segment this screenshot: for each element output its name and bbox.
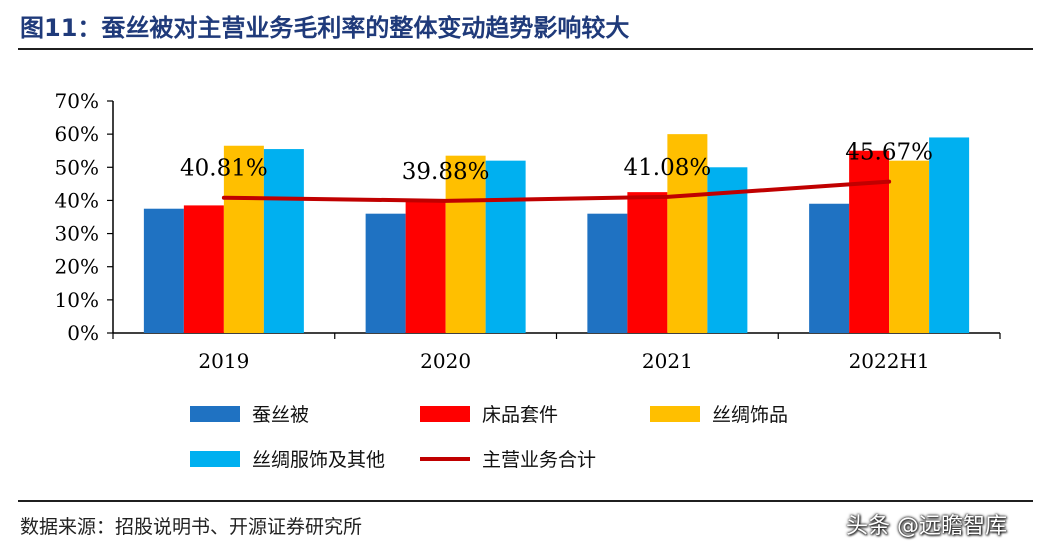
data-labels: 40.81% 39.88% 41.08% 45.67%	[180, 140, 933, 185]
total-line	[221, 179, 892, 203]
bar	[809, 203, 850, 333]
bar	[485, 160, 526, 333]
legend-label: 床品套件	[482, 404, 559, 426]
source-note: 数据来源：招股说明书、开源证券研究所	[20, 516, 363, 538]
chart-area: 0% 10% 20% 30% 40% 50% 60% 70% 2019 2020 2021 2022H…	[55, 89, 1001, 373]
x-tick-label: 2022H1	[849, 349, 930, 373]
y-tick-label: 60%	[55, 122, 99, 146]
footer-divider	[18, 500, 1033, 502]
legend-swatch	[190, 450, 240, 467]
legend-swatch	[420, 405, 470, 422]
bar	[263, 149, 304, 333]
legend-label: 主营业务合计	[482, 449, 597, 471]
bar	[223, 145, 264, 333]
line-series-total	[221, 179, 892, 203]
bar	[929, 137, 970, 333]
legend-item: 主营业务合计	[420, 445, 596, 472]
y-tick-label: 10%	[55, 288, 99, 312]
y-tick-label: 20%	[55, 255, 99, 279]
bar	[627, 192, 668, 333]
bar	[183, 205, 224, 333]
legend-swatch	[190, 405, 240, 422]
y-tick-label: 30%	[55, 222, 99, 246]
legend-swatch	[650, 405, 700, 422]
x-tick-label: 2019	[198, 349, 249, 373]
bar	[405, 200, 446, 333]
title-divider	[18, 48, 1033, 50]
bar	[445, 155, 486, 333]
bar	[667, 134, 708, 333]
bar	[889, 160, 930, 333]
legend-item: 丝绸服饰及其他	[190, 445, 385, 472]
y-tick-label: 50%	[55, 155, 99, 179]
y-tick-label: 70%	[55, 89, 99, 113]
legend-swatch	[420, 456, 470, 461]
x-tick-label: 2021	[642, 349, 693, 373]
legend-item: 丝绸饰品	[650, 400, 788, 427]
legend-item: 床品套件	[420, 400, 558, 427]
y-tick-label: 40%	[55, 188, 99, 212]
bar	[587, 213, 628, 333]
bar	[365, 213, 406, 333]
chart-title: 图11：蚕丝被对主营业务毛利率的整体变动趋势影响较大	[20, 14, 630, 42]
data-label: 45.67%	[845, 140, 933, 166]
legend-item: 蚕丝被	[190, 400, 309, 427]
y-tick-label: 0%	[67, 321, 99, 345]
legend-label: 丝绸服饰及其他	[252, 449, 386, 471]
legend-label: 丝绸饰品	[712, 404, 789, 426]
bar	[143, 208, 184, 333]
x-tick-label: 2020	[420, 349, 471, 373]
bar	[849, 150, 890, 333]
legend-label: 蚕丝被	[252, 404, 310, 426]
data-label: 39.88%	[402, 159, 490, 185]
watermark: 头条 @远瞻智库	[846, 514, 1007, 539]
data-label: 41.08%	[624, 155, 712, 181]
data-label: 40.81%	[180, 156, 268, 182]
